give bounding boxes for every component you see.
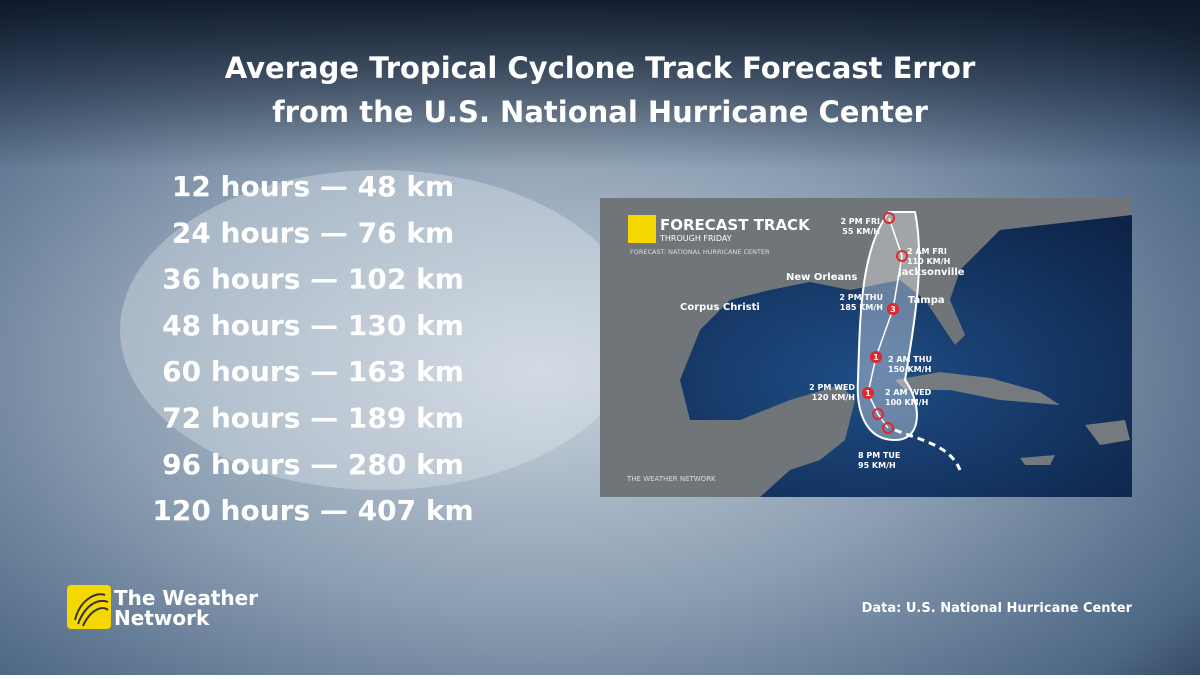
map-logo: [628, 215, 656, 243]
title-line: Average Tropical Cyclone Track Forecast …: [225, 51, 976, 85]
error-row: 96 hours — 280 km: [162, 448, 464, 481]
point-time: 2 AM FRI: [907, 247, 947, 256]
logo-text: The Weather: [114, 586, 258, 610]
category-number: 1: [873, 353, 879, 362]
place-label: Tampa: [908, 295, 945, 306]
place-label: New Orleans: [786, 272, 857, 283]
point-speed: 95 KM/H: [858, 461, 896, 470]
category-badge: [862, 387, 874, 399]
error-row: 72 hours — 189 km: [162, 402, 464, 435]
error-row: 48 hours — 130 km: [162, 309, 464, 342]
place-label: Corpus Christi: [680, 302, 760, 313]
point-time: 2 AM THU: [888, 355, 932, 364]
title-line: from the U.S. National Hurricane Center: [272, 95, 929, 129]
logo-text: Network: [114, 606, 210, 630]
error-list: 12 hours — 48 km 24 hours — 76 km 36 hours…: [152, 170, 473, 527]
category-number: 3: [890, 305, 896, 314]
point-speed: 150 KM/H: [888, 365, 931, 374]
cloud: [120, 170, 640, 490]
error-row: 60 hours — 163 km: [162, 355, 464, 388]
map-credit: FORECAST: NATIONAL HURRICANE CENTER: [630, 248, 770, 256]
map-watermark: THE WEATHER NETWORK: [626, 475, 716, 483]
track-point: [896, 250, 908, 262]
error-row: 36 hours — 102 km: [162, 263, 464, 296]
track-point: [883, 212, 895, 224]
place-label: Jacksonville: [897, 267, 965, 278]
error-row: 24 hours — 76 km: [172, 216, 454, 249]
track-point: [872, 408, 884, 420]
point-speed: 110 KM/H: [907, 257, 950, 266]
category-number: 1: [865, 389, 871, 398]
map-land: [600, 198, 1132, 497]
map-island: [1085, 420, 1130, 445]
point-speed: 55 KM/H: [842, 227, 880, 236]
forecast-cone: [856, 211, 921, 442]
logo-swirl: [74, 593, 109, 627]
error-row: 120 hours — 407 km: [152, 494, 473, 527]
category-badge: [870, 351, 882, 363]
past-track: [894, 428, 962, 471]
point-time: 2 PM FRI: [840, 217, 880, 226]
point-speed: 120 KM/H: [812, 393, 855, 402]
source: Data: U.S. National Hurricane Center: [862, 601, 1133, 616]
map-title: FORECAST TRACK: [660, 216, 811, 234]
map-subtitle: THROUGH FRIDAY: [659, 234, 732, 243]
point-speed: 185 KM/H: [840, 303, 883, 312]
category-badge: [887, 303, 899, 315]
point-time: 2 AM WED: [885, 388, 932, 397]
map-island: [1020, 455, 1055, 465]
error-row: 12 hours — 48 km: [172, 170, 454, 203]
map-cuba: [895, 372, 1060, 405]
point-time: 2 PM THU: [839, 293, 883, 302]
point-time: 2 PM WED: [809, 383, 855, 392]
point-time: 8 PM TUE: [858, 451, 900, 460]
track-point: [882, 422, 894, 434]
point-speed: 100 KM/H: [885, 398, 928, 407]
